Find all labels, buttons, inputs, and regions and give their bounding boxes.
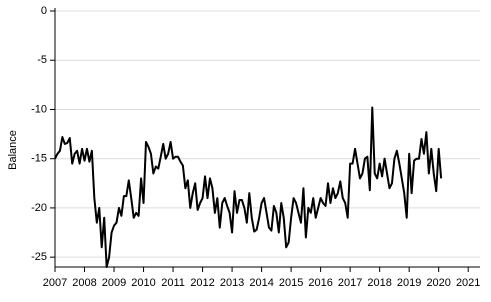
y-tick-label: 0 (41, 5, 47, 17)
x-tick-label: 2012 (190, 277, 214, 289)
y-tick-label: -5 (37, 54, 47, 66)
x-tick-label: 2020 (426, 277, 450, 289)
y-axis-label: Balance (7, 130, 19, 170)
x-tick-label: 2016 (308, 277, 332, 289)
x-tick-label: 2019 (397, 277, 421, 289)
y-tick-label: -25 (31, 251, 47, 263)
x-tick-label: 2021 (456, 277, 480, 289)
y-tick-label: -15 (31, 153, 47, 165)
x-tick-label: 2017 (338, 277, 362, 289)
x-tick-label: 2007 (43, 277, 67, 289)
x-tick-label: 2015 (279, 277, 303, 289)
x-tick-label: 2008 (72, 277, 96, 289)
x-tick-label: 2014 (249, 277, 273, 289)
x-tick-label: 2010 (131, 277, 155, 289)
y-tick-label: -20 (31, 202, 47, 214)
x-tick-label: 2009 (102, 277, 126, 289)
y-tick-label: -10 (31, 103, 47, 115)
data-line (54, 106, 443, 268)
x-tick-label: 2011 (161, 277, 185, 289)
x-tick-label: 2018 (367, 277, 391, 289)
x-tick-label: 2013 (220, 277, 244, 289)
